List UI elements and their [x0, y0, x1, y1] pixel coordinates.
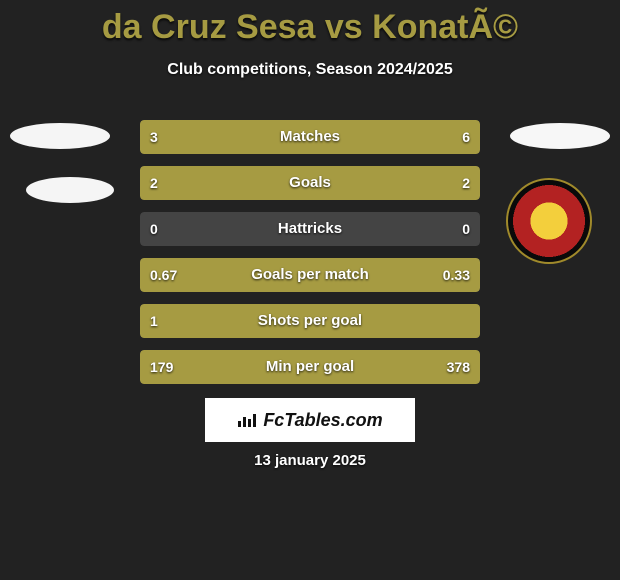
- brand-text: FcTables.com: [263, 410, 382, 431]
- stat-right-value: 378: [447, 350, 470, 384]
- stat-row: 2 Goals 2: [140, 166, 480, 200]
- stat-right-value: 2: [462, 166, 470, 200]
- team-logo-right-1: [510, 123, 610, 149]
- stat-right-value: 0: [462, 212, 470, 246]
- team-badge-right: [506, 178, 592, 264]
- comparison-chart: 3 Matches 6 2 Goals 2 0 Hattricks 0 0.67…: [140, 120, 480, 396]
- stat-right-value: 0.33: [443, 258, 470, 292]
- stat-label: Hattricks: [140, 212, 480, 246]
- stat-label: Goals: [140, 166, 480, 200]
- brand-box: FcTables.com: [205, 398, 415, 442]
- stat-label: Shots per goal: [140, 304, 480, 338]
- stat-label: Min per goal: [140, 350, 480, 384]
- team-logo-left-2: [26, 177, 114, 203]
- stat-row: 0.67 Goals per match 0.33: [140, 258, 480, 292]
- page-date: 13 january 2025: [0, 452, 620, 469]
- page-title: da Cruz Sesa vs KonatÃ©: [0, 0, 620, 47]
- brand-chart-icon: [237, 412, 257, 428]
- stat-row: 3 Matches 6: [140, 120, 480, 154]
- stat-row: 1 Shots per goal: [140, 304, 480, 338]
- stat-row: 0 Hattricks 0: [140, 212, 480, 246]
- team-logo-left-1: [10, 123, 110, 149]
- page-subtitle: Club competitions, Season 2024/2025: [0, 61, 620, 79]
- stat-row: 179 Min per goal 378: [140, 350, 480, 384]
- stat-label: Goals per match: [140, 258, 480, 292]
- stat-right-value: 6: [462, 120, 470, 154]
- stat-label: Matches: [140, 120, 480, 154]
